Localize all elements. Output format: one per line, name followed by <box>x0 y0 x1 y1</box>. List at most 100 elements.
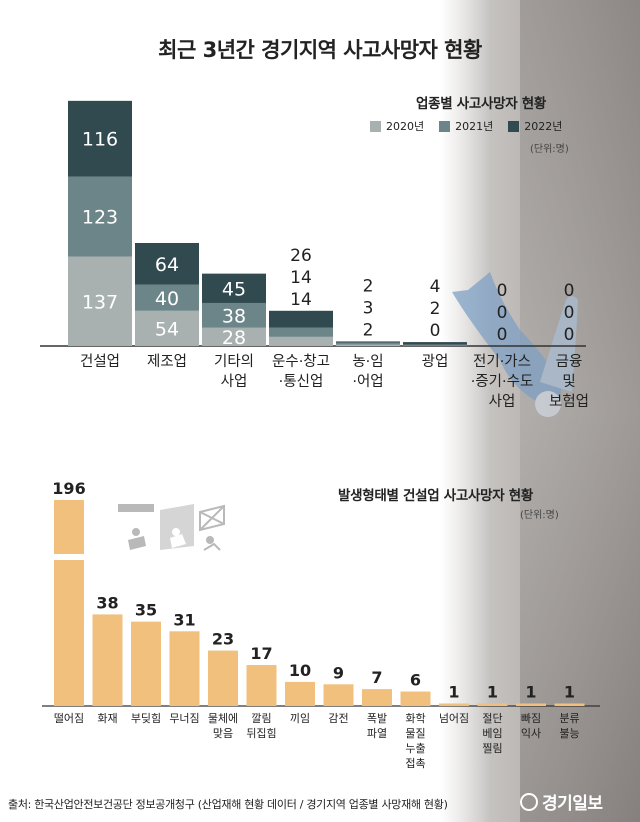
bar-화학물질누출접촉 <box>400 691 431 706</box>
category-label: ·증기·수도 <box>471 373 534 390</box>
category-label: 파열 <box>367 727 387 740</box>
bar-농임어업-2022년 <box>336 341 400 343</box>
bar-value-label: 17 <box>250 644 272 663</box>
category-label: 화재 <box>97 712 117 725</box>
axis-break-mark <box>52 554 86 560</box>
category-label: 건설업 <box>80 353 120 370</box>
bar-화재 <box>92 614 123 706</box>
bar-value-label: 31 <box>173 610 195 629</box>
logo-text: 경기일보 <box>542 794 603 814</box>
bar-운수창고통신업-2022년 <box>269 310 333 328</box>
bar-value-label: 45 <box>222 278 246 300</box>
category-label: 불능 <box>559 727 579 740</box>
category-label: 광업 <box>422 353 449 370</box>
category-label: 기타의 <box>214 353 254 370</box>
bar-value-label: 116 <box>82 129 118 151</box>
bar-제조업-2022년 <box>135 242 199 285</box>
bar-value-label: 0 <box>497 303 508 323</box>
bar-value-label: 23 <box>212 630 234 649</box>
bar-value-label: 9 <box>333 663 344 682</box>
category-label: 부딪힘 <box>131 712 161 725</box>
bar-value-label: 64 <box>155 254 179 276</box>
bar-깔림뒤집힘 <box>246 665 277 706</box>
bar-value-label: 2 <box>363 320 374 340</box>
bar-기타의사업-2021년 <box>202 302 266 328</box>
bar-건설업-2021년 <box>68 176 132 257</box>
bar-value-label: 6 <box>410 671 421 690</box>
accident-icons <box>118 504 225 551</box>
bar-제조업-2020년 <box>135 310 199 346</box>
category-label: 찔림 <box>482 742 502 755</box>
category-label: 물체에 <box>208 712 238 725</box>
bar-value-label: 1 <box>448 683 459 702</box>
bar-분류불능 <box>554 703 585 706</box>
bar-value-label: 137 <box>82 291 118 313</box>
bar-부딪힘 <box>131 621 161 706</box>
bar-운수창고통신업-2020년 <box>269 336 333 346</box>
falling-icon <box>118 504 154 550</box>
legend-label-2022: 2022년 <box>524 120 563 133</box>
category-label: 맞음 <box>213 727 233 740</box>
bar-빠짐익사 <box>516 703 546 706</box>
bar-농임어업-2021년 <box>336 342 400 345</box>
industry-chart-unit: (단위:명) <box>530 144 569 155</box>
publisher-logo: 경기일보 <box>520 789 603 814</box>
bar-건설업-2020년 <box>68 256 132 346</box>
category-label: 빠짐 <box>521 712 541 725</box>
bar-폭발파열 <box>362 689 392 706</box>
category-label: 넘어짐 <box>439 712 469 725</box>
bar-value-label: 10 <box>289 661 311 680</box>
bar-value-label: 7 <box>371 668 382 687</box>
fire-icon <box>160 504 194 550</box>
category-label: 운수·창고 <box>272 353 330 370</box>
bar-광업-2022년 <box>403 342 467 345</box>
category-label: 농·임 <box>352 353 383 370</box>
category-label: ·어업 <box>352 373 383 390</box>
logo-mark-icon <box>520 792 538 811</box>
category-label: 끼임 <box>290 712 310 725</box>
bar-기타의사업-2022년 <box>202 273 266 303</box>
category-label: 화학 <box>405 712 425 725</box>
bar-value-label: 3 <box>363 298 374 318</box>
bar-value-label: 26 <box>290 246 312 266</box>
source-note: 출처: 한국산업안전보건공단 정보공개청구 (산업재해 현황 데이터 / 경기지… <box>8 798 448 811</box>
bar-value-label: 0 <box>564 303 575 323</box>
bar-물체에맞음 <box>208 650 238 706</box>
bar-value-label: 1 <box>525 683 536 702</box>
category-label: 깔림 <box>251 711 271 725</box>
bar-끼임 <box>285 681 315 706</box>
bar-떨어짐 <box>54 500 84 706</box>
bar-광업-2021년 <box>403 344 467 346</box>
bar-value-label: 0 <box>564 281 575 301</box>
bar-넘어짐 <box>439 703 469 706</box>
category-label: 접촉 <box>405 757 425 770</box>
bar-value-label: 0 <box>497 281 508 301</box>
bar-value-label: 1 <box>487 683 498 702</box>
bar-절단베임찔림 <box>477 703 508 706</box>
bar-무너짐 <box>169 631 200 706</box>
legend: 2020년 2021년 2022년 <box>370 118 562 134</box>
category-label: 뒤집힘 <box>246 727 276 740</box>
bar-건설업-2022년 <box>68 100 132 177</box>
legend-swatch-2020 <box>370 120 381 132</box>
category-label: 무너짐 <box>169 712 199 725</box>
category-label: 베임 <box>482 727 502 740</box>
bar-value-label: 40 <box>155 288 179 310</box>
construction-chart-title: 발생형태별 건설업 사고사망자 현황 <box>338 488 533 504</box>
legend-item-2021: 2021년 <box>439 118 493 134</box>
legend-swatch-2021 <box>439 120 451 132</box>
category-label: 전기·가스 <box>473 353 531 370</box>
bar-value-label: 0 <box>497 325 508 345</box>
bar-value-label: 0 <box>430 321 441 341</box>
category-label: 폭발 <box>367 712 387 725</box>
category-label: 제조업 <box>147 353 187 370</box>
category-label: 사업 <box>489 393 516 410</box>
industry-chart-title: 업종별 사고사망자 현황 <box>416 96 546 112</box>
legend-swatch-2022 <box>508 120 520 132</box>
bar-value-label: 38 <box>222 305 246 327</box>
legend-label-2021: 2021년 <box>455 120 494 133</box>
bar-value-label: 54 <box>155 318 179 340</box>
bar-value-label: 28 <box>222 327 246 349</box>
